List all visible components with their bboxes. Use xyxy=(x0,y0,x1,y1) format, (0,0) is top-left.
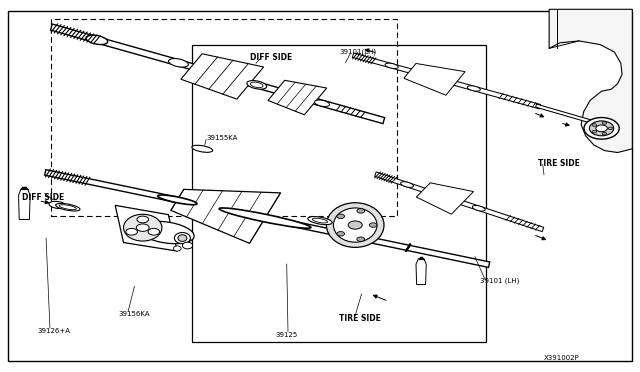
Polygon shape xyxy=(404,64,465,95)
Ellipse shape xyxy=(337,214,344,218)
Ellipse shape xyxy=(592,124,596,126)
Ellipse shape xyxy=(385,63,398,68)
Text: X391002P: X391002P xyxy=(544,355,580,361)
Text: 39156KA: 39156KA xyxy=(118,311,150,317)
Ellipse shape xyxy=(124,214,162,241)
Ellipse shape xyxy=(584,118,619,139)
Ellipse shape xyxy=(137,216,148,223)
Text: TIRE SIDE: TIRE SIDE xyxy=(339,314,381,323)
Ellipse shape xyxy=(250,82,263,88)
Ellipse shape xyxy=(136,224,149,231)
Ellipse shape xyxy=(314,100,330,106)
Ellipse shape xyxy=(602,132,607,135)
Ellipse shape xyxy=(333,208,377,242)
Ellipse shape xyxy=(357,237,365,241)
Ellipse shape xyxy=(312,218,328,223)
Ellipse shape xyxy=(401,182,413,187)
Ellipse shape xyxy=(608,127,613,130)
Ellipse shape xyxy=(192,145,212,152)
Ellipse shape xyxy=(157,195,197,205)
Ellipse shape xyxy=(86,35,108,45)
Ellipse shape xyxy=(60,205,76,210)
Ellipse shape xyxy=(126,228,138,235)
Polygon shape xyxy=(171,189,280,243)
Ellipse shape xyxy=(337,232,344,236)
Ellipse shape xyxy=(49,201,67,209)
Text: TIRE SIDE: TIRE SIDE xyxy=(538,159,579,168)
Ellipse shape xyxy=(592,130,596,133)
Polygon shape xyxy=(416,259,426,285)
Ellipse shape xyxy=(173,246,181,251)
Ellipse shape xyxy=(56,203,80,211)
Bar xyxy=(192,45,486,342)
Polygon shape xyxy=(417,183,474,214)
Ellipse shape xyxy=(182,242,193,249)
Polygon shape xyxy=(268,80,326,115)
Ellipse shape xyxy=(326,203,384,247)
Ellipse shape xyxy=(369,223,377,227)
Ellipse shape xyxy=(602,122,607,124)
Ellipse shape xyxy=(219,208,311,228)
Polygon shape xyxy=(549,9,632,153)
Ellipse shape xyxy=(308,217,332,225)
Ellipse shape xyxy=(467,86,481,91)
Ellipse shape xyxy=(348,221,362,229)
Bar xyxy=(51,19,397,216)
Text: 39101(LH): 39101(LH) xyxy=(339,49,376,55)
Text: 39126+A: 39126+A xyxy=(37,328,70,334)
Text: DIFF SIDE: DIFF SIDE xyxy=(250,53,292,62)
Ellipse shape xyxy=(472,205,485,211)
Text: 39125: 39125 xyxy=(275,332,298,338)
Ellipse shape xyxy=(139,221,194,244)
Text: DIFF SIDE: DIFF SIDE xyxy=(22,193,65,202)
Polygon shape xyxy=(19,189,30,219)
Ellipse shape xyxy=(175,232,191,244)
Text: 39155KA: 39155KA xyxy=(206,135,237,141)
Ellipse shape xyxy=(168,58,188,67)
Ellipse shape xyxy=(357,209,365,213)
Text: 39101 (LH): 39101 (LH) xyxy=(480,278,520,284)
Ellipse shape xyxy=(589,121,614,136)
Ellipse shape xyxy=(596,125,607,132)
Polygon shape xyxy=(115,205,177,251)
Ellipse shape xyxy=(247,81,267,89)
Polygon shape xyxy=(181,54,264,99)
Ellipse shape xyxy=(148,228,159,235)
Ellipse shape xyxy=(178,235,187,241)
